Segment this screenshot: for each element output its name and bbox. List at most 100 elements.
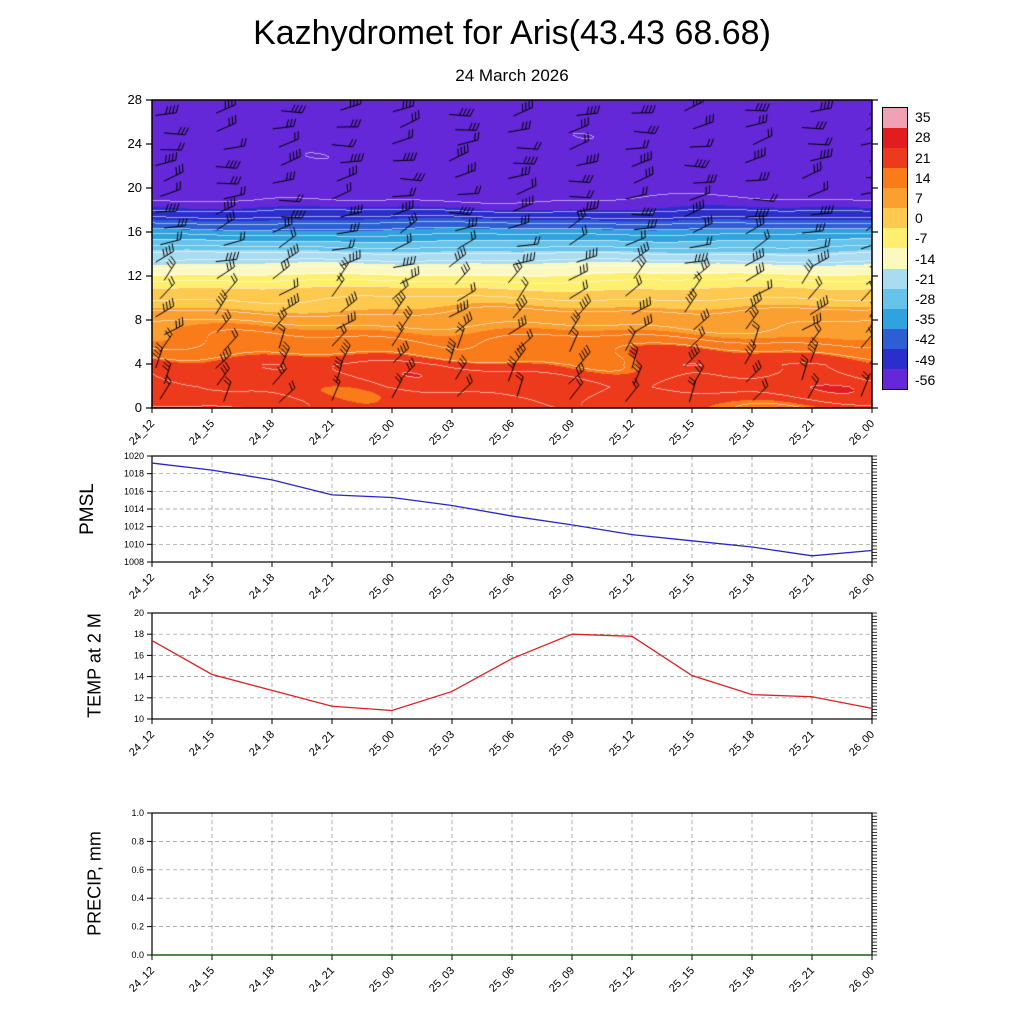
time-label: 25_03 [427,572,457,602]
x-axis: 24_12 24_15 24_18 24_21 25_00 25_03 25_06 25_09… [127,408,877,448]
y-tick-label: 1016 [124,486,144,496]
time-label: 24_15 [187,418,217,448]
y-tick-label: 0 [135,400,142,415]
y-tick-label: 16 [134,650,144,660]
colorbar-tick-label: -21 [915,270,936,287]
colorbar-tick-label: 0 [915,210,923,227]
y-tick-label: 0.6 [131,865,144,875]
y-tick-label: 8 [135,312,142,327]
time-label: 25_21 [787,729,817,759]
time-label: 24_18 [247,572,277,602]
time-label: 24_18 [247,418,277,448]
y-axis: 0.0 0.2 0.4 0.6 0.8 1.0 [131,808,152,960]
y-tick-label: 10 [134,714,144,724]
time-label: 25_03 [427,418,457,448]
colorbar-segment [883,108,907,129]
time-label: 25_21 [787,965,817,995]
temp2m-axis-title: TEMP at 2 M [84,613,105,718]
y-tick-label: 28 [128,92,142,107]
colorbar-tick-label: -42 [915,331,936,348]
time-label: 25_09 [547,418,577,448]
time-label: 25_18 [727,729,757,759]
colorbar-tick-label: 21 [915,149,931,166]
y-tick-label: 1008 [124,557,144,567]
y-tick-label: 0.2 [131,922,144,932]
time-label: 24_15 [187,729,217,759]
time-label: 25_06 [487,418,517,448]
time-label: 25_15 [667,572,697,602]
y-tick-label: 12 [128,268,142,283]
time-label: 25_09 [547,729,577,759]
colorbar-tick-label: -7 [915,230,928,247]
time-label: 24_15 [187,572,217,602]
time-label: 25_18 [727,418,757,448]
field-border [151,99,873,409]
colorbar-segment [883,208,907,229]
precip-panel: 0.0 0.2 0.4 0.6 0.8 1.0 24_12 24_15 24_18 24_21 25… [127,808,877,995]
x-axis: 24_12 24_15 24_18 24_21 25_00 25_03 25_06 25_09… [127,562,877,602]
temperature-wind-field-chart [152,100,872,408]
time-label: 24_15 [187,965,217,995]
colorbar-segment [883,148,907,169]
y-tick-label: 1012 [124,522,144,532]
y-axis: 1008 1010 1012 1014 1016 1018 1020 [124,451,152,567]
right-axis-ticks [872,612,877,720]
y-tick-label: 0.0 [131,950,144,960]
x-axis: 24_12 24_15 24_18 24_21 25_00 25_03 25_06 25_09… [127,955,877,995]
time-label: 26_00 [847,572,877,602]
colorbar-segment [883,308,907,329]
colorbar-segment [883,288,907,309]
colorbar-tick-label: -35 [915,311,936,328]
temp2m-panel: 10 12 14 16 18 20 24_12 24_15 24_18 24_21 25_00 25_… [127,608,877,759]
right-axis-ticks [872,455,877,563]
time-label: 24_21 [307,965,337,995]
time-label: 25_00 [367,965,397,995]
time-label: 25_18 [727,965,757,995]
date-subtitle: 24 March 2026 [455,66,569,85]
y-tick-label: 1014 [124,504,144,514]
colorbar-segment [883,128,907,149]
y-tick-label: 20 [134,608,144,618]
colorbar-segment [883,248,907,269]
time-label: 25_12 [607,572,637,602]
colorbar-segment [883,168,907,189]
time-label: 25_12 [607,729,637,759]
x-axis: 24_12 24_15 24_18 24_21 25_00 25_03 25_06 25_09… [127,719,877,759]
panel-border [151,612,873,720]
colorbar-segment [883,228,907,249]
temp2m-panel-line [151,633,873,712]
panel-border [151,455,873,563]
time-label: 26_00 [847,729,877,759]
colorbar-tick-label: 7 [915,189,923,206]
time-label: 24_21 [307,729,337,759]
page-title: Kazhydromet for Aris(43.43 68.68) [253,14,771,52]
y-tick-label: 4 [135,356,142,371]
time-label: 25_21 [787,418,817,448]
time-label: 24_12 [127,418,157,448]
time-label: 24_12 [127,729,157,759]
colorbar-tick-label: 14 [915,169,931,186]
time-label: 25_00 [367,418,397,448]
time-label: 25_15 [667,729,697,759]
colorbar-tick-label: 28 [915,129,931,146]
time-label: 25_06 [487,729,517,759]
y-tick-label: 12 [134,693,144,703]
colorbar-tick-label: -28 [915,291,936,308]
colorbar-segment [883,368,907,389]
time-label: 26_00 [847,965,877,995]
gridlines [152,813,872,955]
y-tick-label: 1020 [124,451,144,461]
field-axes: 0 4 8 12 16 20 24 28 24_12 24_15 24_18 24_21 25_00 25… [127,92,878,448]
y-tick-label: 1010 [124,539,144,549]
time-label: 25_18 [727,572,757,602]
time-label: 25_12 [607,965,637,995]
time-label: 25_09 [547,572,577,602]
field-y-axis: 0 4 8 12 16 20 24 28 [128,92,878,415]
time-label: 25_15 [667,965,697,995]
right-axis-ticks [872,812,877,956]
y-axis: 10 12 14 16 18 20 [134,608,152,724]
time-label: 24_18 [247,729,277,759]
colorbar-segment [883,328,907,349]
y-tick-label: 24 [128,136,142,151]
